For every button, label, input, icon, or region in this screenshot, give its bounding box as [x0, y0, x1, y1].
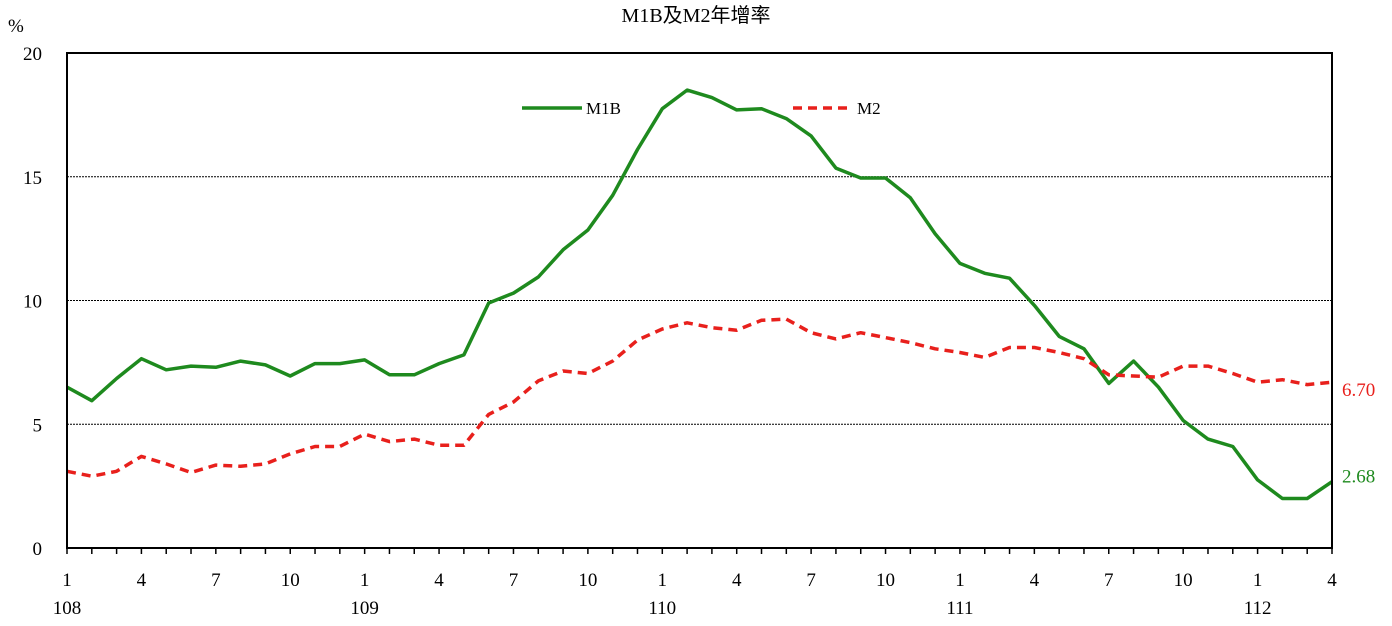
- series-line-m2: [66, 317, 1333, 478]
- legend-label-m2: M2: [857, 99, 881, 118]
- end-value-label-m1b: 2.68: [1342, 467, 1375, 488]
- plot-frame: [66, 52, 1333, 549]
- y-tick-label: 10: [23, 292, 42, 313]
- x-year-label: 108: [53, 598, 82, 619]
- end-value-label-m2: 6.70: [1342, 380, 1375, 401]
- x-tick-label: 7: [1104, 570, 1114, 591]
- x-tick-label: 4: [732, 570, 742, 591]
- x-tick-label: 4: [1030, 570, 1040, 591]
- x-tick-label: 1: [360, 570, 370, 591]
- x-year-label: 110: [648, 598, 676, 619]
- x-tick-label: 7: [211, 570, 221, 591]
- y-tick-label: 0: [33, 539, 43, 560]
- legend: M1B M2: [522, 99, 881, 118]
- x-year-label: 109: [350, 598, 379, 619]
- x-tick-label: 4: [434, 570, 444, 591]
- x-tick-label: 4: [1327, 570, 1337, 591]
- chart-title: M1B及M2年增率: [622, 4, 771, 27]
- series-lines: [66, 88, 1333, 501]
- x-tick-label: 10: [1174, 570, 1193, 591]
- x-tick-label: 1: [1253, 570, 1263, 591]
- x-year-label: 112: [1244, 598, 1272, 619]
- x-tick-label: 1: [62, 570, 72, 591]
- y-axis-unit-label: %: [8, 16, 24, 37]
- legend-label-m1b: M1B: [586, 99, 621, 118]
- x-tick-label: 1: [955, 570, 965, 591]
- x-tick-label: 7: [806, 570, 816, 591]
- x-year-label: 111: [946, 598, 973, 619]
- x-tick-label: 7: [509, 570, 519, 591]
- y-tick-label: 15: [23, 168, 42, 189]
- gridlines: [67, 176, 1332, 425]
- y-tick-label: 5: [33, 415, 43, 436]
- axes: 0 5 10 15 20 1 4 7 10 1 4 7 10 1 4 7 10 1 4 7 10 1 4 108 109 110 1…: [23, 44, 1337, 619]
- x-tick-label: 10: [876, 570, 895, 591]
- x-tick-label: 4: [137, 570, 147, 591]
- x-tick-label: 1: [658, 570, 668, 591]
- series-line-m1b: [66, 88, 1333, 501]
- y-tick-label: 20: [23, 44, 42, 65]
- x-tick-label: 10: [578, 570, 597, 591]
- x-tick-label: 10: [281, 570, 300, 591]
